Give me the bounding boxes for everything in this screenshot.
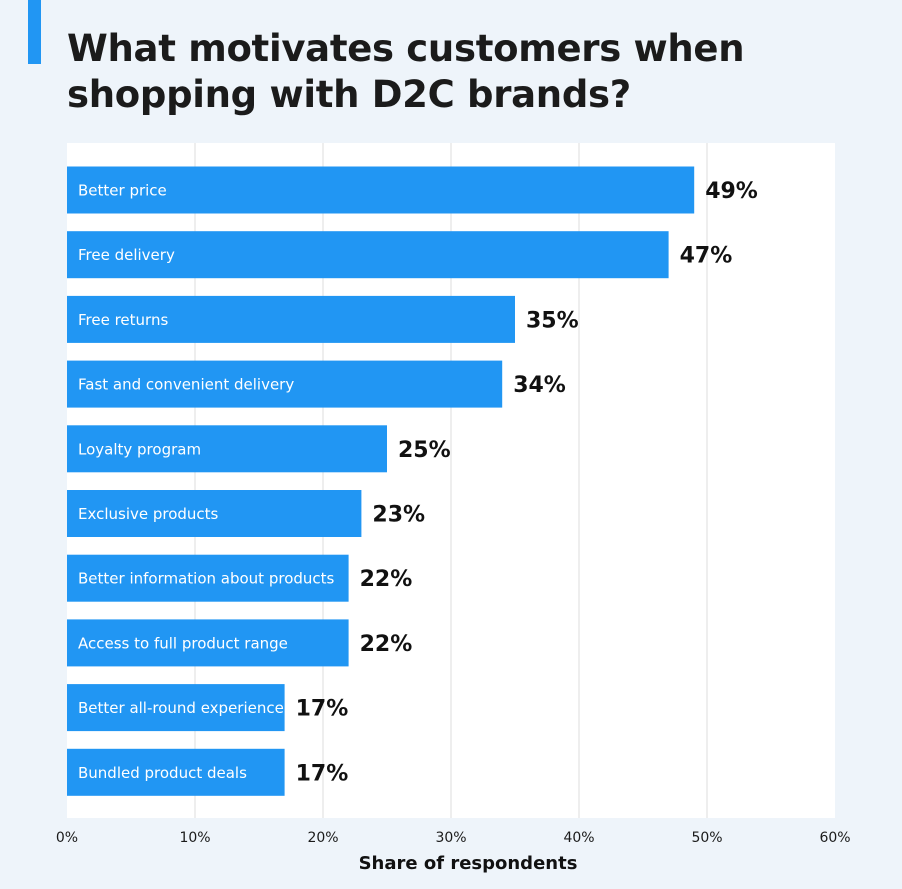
bar bbox=[67, 684, 285, 732]
chart-title-line-1: What motivates customers when bbox=[67, 27, 745, 70]
bar-value-label: 23% bbox=[372, 503, 425, 528]
x-tick-label: 50% bbox=[691, 830, 722, 846]
bar-category-label: Better all-round experience bbox=[78, 699, 284, 717]
bar-category-label: Free returns bbox=[78, 311, 168, 329]
x-axis-ticks: 0% 10% 20% 30% 40% 50% 60% bbox=[56, 830, 851, 846]
bar-group: Better information about products 22% bbox=[67, 554, 413, 602]
chart-title-line-2: shopping with D2C brands? bbox=[67, 73, 631, 116]
bar-category-label: Better price bbox=[78, 182, 167, 200]
bar-value-label: 25% bbox=[398, 438, 451, 463]
bar-value-label: 22% bbox=[360, 567, 413, 592]
bar-group: Access to full product range 22% bbox=[67, 619, 413, 667]
bar-category-label: Free delivery bbox=[78, 246, 175, 264]
x-tick-label: 60% bbox=[819, 830, 850, 846]
bar-value-label: 22% bbox=[360, 632, 413, 657]
x-tick-label: 0% bbox=[56, 830, 78, 846]
bar bbox=[67, 166, 695, 214]
x-tick-label: 10% bbox=[179, 830, 210, 846]
bar bbox=[67, 554, 349, 602]
bar-group: Bundled product deals 17% bbox=[67, 748, 349, 796]
x-tick-label: 20% bbox=[307, 830, 338, 846]
accent-bar bbox=[28, 0, 41, 64]
bar-group: Exclusive products 23% bbox=[67, 490, 425, 537]
bar-category-label: Fast and convenient delivery bbox=[78, 376, 294, 394]
bar-value-label: 17% bbox=[296, 761, 349, 786]
chart-title: What motivates customers when shopping w… bbox=[67, 26, 827, 118]
bar-category-label: Better information about products bbox=[78, 570, 335, 588]
bar-group: Better price 49% bbox=[67, 166, 758, 214]
bar-category-label: Access to full product range bbox=[78, 634, 288, 652]
bar-category-label: Loyalty program bbox=[78, 440, 201, 458]
x-axis-title: Share of respondents bbox=[359, 853, 578, 874]
bar bbox=[67, 490, 362, 537]
bars: Better price 49% Free delivery 47% Free retu… bbox=[67, 166, 758, 796]
bar-value-label: 34% bbox=[513, 373, 566, 398]
bar bbox=[67, 295, 515, 343]
bar-group: Free returns 35% bbox=[67, 295, 579, 343]
x-tick-label: 40% bbox=[563, 830, 594, 846]
bar-group: Loyalty program 25% bbox=[67, 425, 451, 473]
bar-value-label: 17% bbox=[296, 697, 349, 722]
bar bbox=[67, 748, 285, 796]
bar-value-label: 47% bbox=[680, 244, 733, 269]
bar-category-label: Bundled product deals bbox=[78, 764, 247, 782]
x-tick-label: 30% bbox=[435, 830, 466, 846]
bar-value-label: 49% bbox=[705, 179, 758, 204]
bar bbox=[67, 619, 349, 667]
bar-category-label: Exclusive products bbox=[78, 505, 219, 523]
bar bbox=[67, 425, 387, 473]
bar-group: Fast and convenient delivery 34% bbox=[67, 360, 566, 408]
bar bbox=[67, 231, 669, 279]
bar bbox=[67, 360, 503, 408]
bar-group: Better all-round experience 17% bbox=[67, 684, 349, 732]
bar-group: Free delivery 47% bbox=[67, 231, 733, 279]
bar-value-label: 35% bbox=[526, 308, 579, 333]
